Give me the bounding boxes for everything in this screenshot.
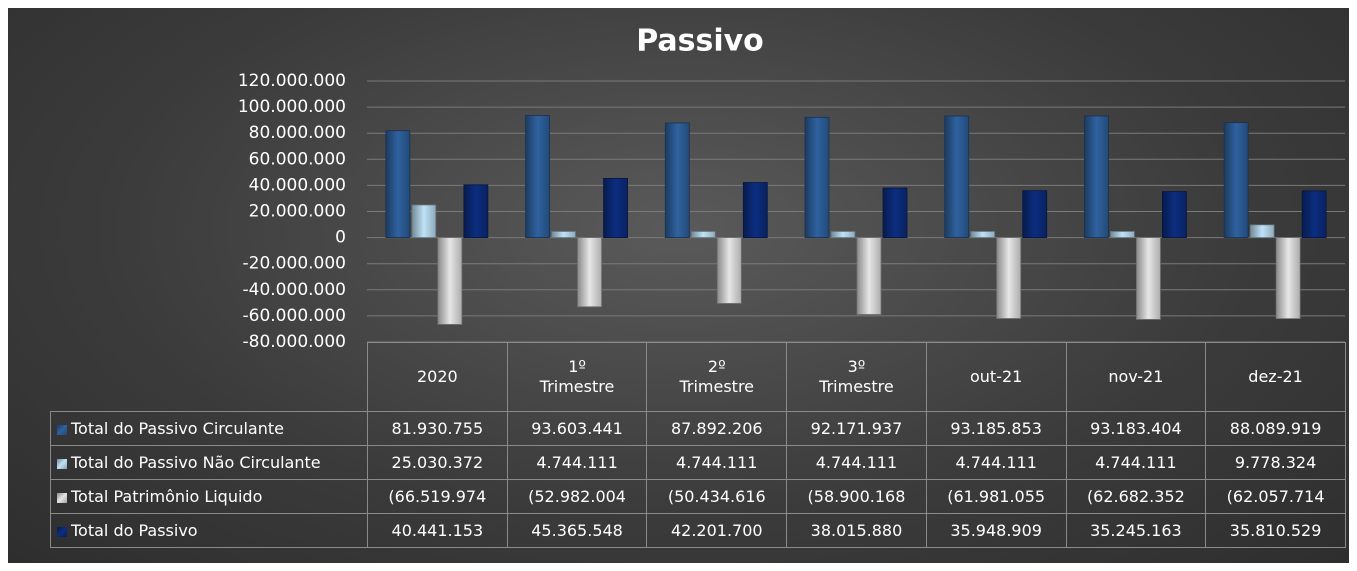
legend-entry: Total do Passivo Circulante bbox=[50, 411, 368, 446]
data-label: 4.744.111 bbox=[646, 445, 788, 480]
data-label: 45.365.548 bbox=[506, 513, 648, 548]
bar bbox=[664, 122, 690, 238]
bar bbox=[1022, 190, 1048, 239]
data-label: 88.089.919 bbox=[1205, 411, 1346, 446]
bar bbox=[882, 187, 908, 238]
legend-label: Total do Passivo Não Circulante bbox=[71, 453, 321, 472]
legend-key bbox=[57, 458, 67, 469]
data-label: (58.900.168 bbox=[786, 479, 927, 514]
bar bbox=[411, 204, 437, 238]
bar bbox=[944, 115, 970, 238]
data-label: 93.183.404 bbox=[1065, 411, 1207, 446]
bar bbox=[1223, 122, 1249, 238]
data-label: 93.185.853 bbox=[925, 411, 1067, 446]
bar bbox=[1084, 115, 1109, 238]
data-label: 93.603.441 bbox=[506, 411, 648, 446]
chart-title: Passivo bbox=[636, 24, 764, 59]
y-tick-label: 40.000.000 bbox=[249, 175, 346, 195]
legend-entry: Total Patrimônio Liquido bbox=[50, 479, 368, 514]
bar bbox=[996, 237, 1022, 319]
legend-entry: Total do Passivo bbox=[50, 513, 368, 548]
bar bbox=[1275, 237, 1301, 319]
data-label: 42.201.700 bbox=[646, 513, 788, 548]
legend-label: Total Patrimônio Liquido bbox=[71, 487, 263, 506]
y-tick-label: -20.000.000 bbox=[243, 254, 346, 274]
legend-entry: Total do Passivo Não Circulante bbox=[50, 445, 368, 480]
y-tick-label: -40.000.000 bbox=[243, 280, 346, 300]
bar bbox=[742, 182, 768, 238]
bar bbox=[437, 237, 463, 325]
x-tick-label: out-21 bbox=[925, 342, 1067, 412]
x-tick-label: 2020 bbox=[367, 342, 508, 412]
data-label: (62.057.714 bbox=[1205, 479, 1346, 514]
legend-key bbox=[57, 424, 67, 435]
data-label: 4.744.111 bbox=[786, 445, 927, 480]
bar bbox=[830, 231, 856, 239]
blank-cell bbox=[50, 342, 368, 412]
bar bbox=[577, 237, 602, 308]
bar bbox=[525, 115, 550, 238]
header-row: 2020 1º Trimestre 2º Trimestre 3º Trimestre… bbox=[50, 342, 1346, 412]
data-table: 2020 1º Trimestre 2º Trimestre 3º Trimestre… bbox=[50, 342, 1346, 548]
data-label: (62.682.352 bbox=[1065, 479, 1207, 514]
data-label: 4.744.111 bbox=[1065, 445, 1207, 480]
bar bbox=[970, 231, 996, 239]
data-label: 87.892.206 bbox=[646, 411, 788, 446]
bar bbox=[716, 237, 742, 304]
x-tick-label: dez-21 bbox=[1205, 342, 1346, 412]
x-tick-label: 1º Trimestre bbox=[506, 342, 648, 412]
x-tick-label: 3º Trimestre bbox=[786, 342, 927, 412]
bar bbox=[1249, 224, 1275, 239]
data-label: 4.744.111 bbox=[925, 445, 1067, 480]
legend-key bbox=[57, 526, 67, 537]
legend-label: Total do Passivo Circulante bbox=[71, 419, 284, 438]
y-tick-label: 20.000.000 bbox=[249, 202, 346, 222]
y-tick-label: 0 bbox=[335, 228, 346, 248]
bar bbox=[1301, 190, 1327, 239]
data-label: (61.981.055 bbox=[925, 479, 1067, 514]
data-label: (50.434.616 bbox=[646, 479, 788, 514]
data-label: 81.930.755 bbox=[367, 411, 508, 446]
legend-label: Total do Passivo bbox=[71, 521, 198, 540]
data-label: 4.744.111 bbox=[506, 445, 648, 480]
data-label: 40.441.153 bbox=[367, 513, 508, 548]
bar bbox=[804, 116, 830, 238]
bar bbox=[463, 184, 489, 238]
bar bbox=[690, 231, 716, 239]
data-label: 35.810.529 bbox=[1205, 513, 1346, 548]
y-tick-label: 100.000.000 bbox=[238, 97, 346, 117]
x-tick-label: nov-21 bbox=[1065, 342, 1207, 412]
data-label: (52.982.004 bbox=[506, 479, 648, 514]
bar bbox=[551, 231, 576, 239]
data-label: 35.245.163 bbox=[1065, 513, 1207, 548]
legend-key bbox=[57, 492, 67, 503]
bar bbox=[1162, 191, 1187, 238]
series-row: Total do Passivo Circulante 81.930.755 93.… bbox=[50, 411, 1346, 446]
series-row: Total do Passivo Não Circulante 25.030.37… bbox=[50, 445, 1346, 480]
data-label: (66.519.974 bbox=[367, 479, 508, 514]
bar bbox=[385, 130, 411, 238]
y-tick-label: -60.000.000 bbox=[243, 306, 346, 326]
bar bbox=[603, 177, 628, 239]
data-label: 9.778.324 bbox=[1205, 445, 1346, 480]
y-tick-label: 60.000.000 bbox=[249, 149, 346, 169]
series-row: Total Patrimônio Liquido (66.519.974 (52.9… bbox=[50, 479, 1346, 514]
data-label: 25.030.372 bbox=[367, 445, 508, 480]
series-row: Total do Passivo 40.441.153 45.365.548 42.2… bbox=[50, 513, 1346, 548]
y-tick-label: 120.000.000 bbox=[238, 71, 346, 91]
x-tick-label: 2º Trimestre bbox=[646, 342, 788, 412]
data-label: 35.948.909 bbox=[925, 513, 1067, 548]
bar bbox=[1136, 237, 1161, 320]
y-tick-label: 80.000.000 bbox=[249, 123, 346, 143]
data-label: 92.171.937 bbox=[786, 411, 927, 446]
bar bbox=[1110, 231, 1135, 239]
bar bbox=[856, 237, 882, 315]
data-label: 38.015.880 bbox=[786, 513, 927, 548]
